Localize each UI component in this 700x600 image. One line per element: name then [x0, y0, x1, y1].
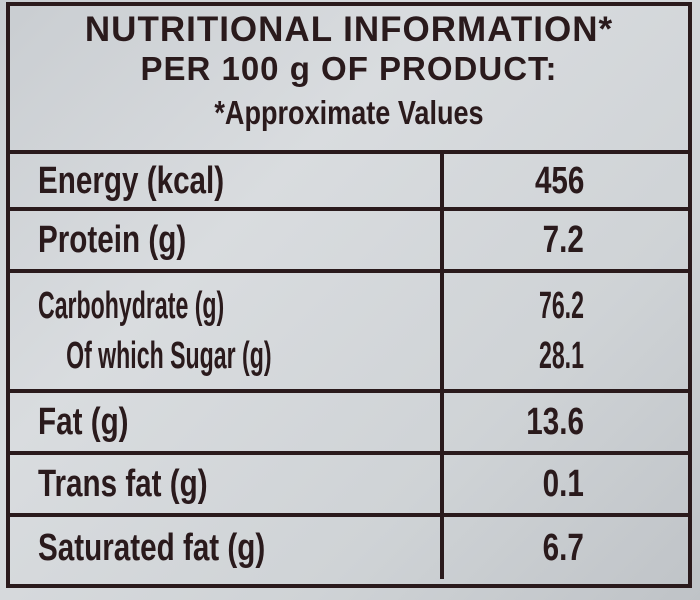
nutrient-value: 7.2	[542, 219, 584, 261]
nutrient-name: Trans fat (g)	[38, 463, 208, 505]
table-row: Energy (kcal) 456	[10, 154, 688, 211]
table-row: Saturated fat (g) 6.7	[10, 515, 688, 579]
nutrient-sub-value: 28.1	[538, 335, 584, 377]
nutrition-table: Energy (kcal) 456 Protein (g) 7.2 Carboh…	[10, 154, 688, 579]
nutrient-value: 456	[534, 159, 584, 202]
label-note: *Approximate Values	[214, 94, 484, 131]
nutrient-name: Fat (g)	[38, 401, 129, 443]
nutrition-label: NUTRITIONAL INFORMATION* PER 100 g OF PR…	[6, 2, 692, 588]
label-header: NUTRITIONAL INFORMATION* PER 100 g OF PR…	[10, 6, 688, 154]
nutrient-name: Carbohydrate (g)	[38, 285, 225, 327]
table-row: Trans fat (g) 0.1	[10, 453, 688, 517]
table-row: Protein (g) 7.2	[10, 209, 688, 273]
nutrient-name: Saturated fat (g)	[38, 527, 266, 569]
nutrient-value: 0.1	[542, 463, 584, 505]
label-title: NUTRITIONAL INFORMATION*	[84, 10, 614, 49]
table-row: Carbohydrate (g) Of which Sugar (g) 76.2…	[10, 271, 688, 393]
nutrient-name: Energy (kcal)	[38, 159, 225, 202]
nutrient-value: 76.2	[538, 285, 584, 327]
table-row: Fat (g) 13.6	[10, 391, 688, 455]
nutrient-value: 6.7	[542, 527, 584, 569]
nutrient-value: 13.6	[526, 401, 584, 443]
nutrient-sub-name: Of which Sugar (g)	[66, 335, 272, 377]
label-subtitle: PER 100 g OF PRODUCT:	[140, 50, 558, 87]
nutrient-name: Protein (g)	[38, 219, 187, 261]
